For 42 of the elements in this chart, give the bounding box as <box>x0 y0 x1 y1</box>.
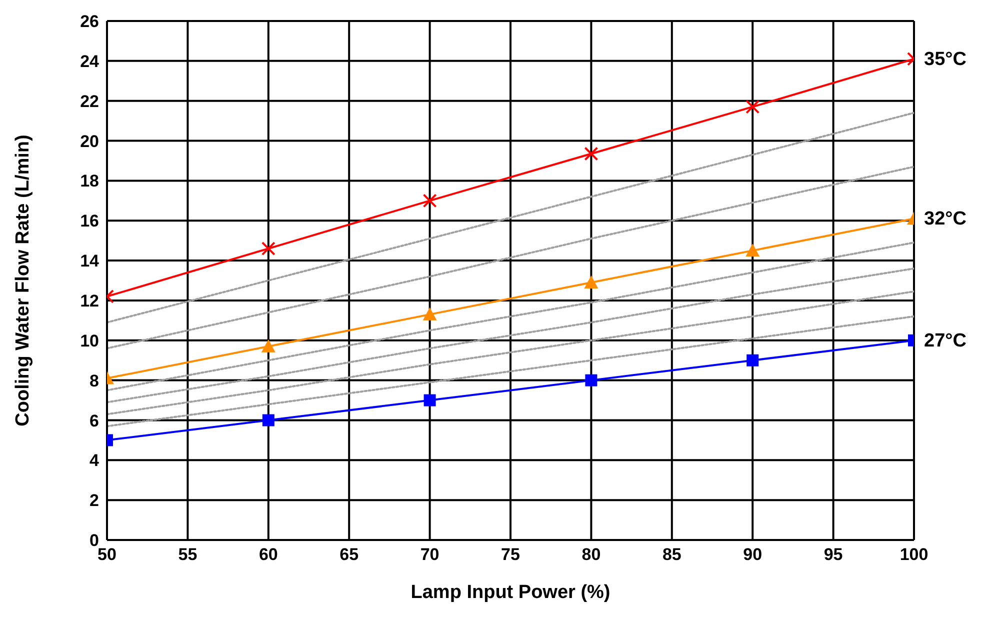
x-tick-label: 65 <box>340 545 359 564</box>
x-tick-label: 60 <box>258 545 278 564</box>
point <box>585 374 598 386</box>
y-tick-label: 14 <box>80 252 100 271</box>
line-series <box>107 315 914 428</box>
x-tick-label: 55 <box>178 545 198 564</box>
x-tick-label: 90 <box>743 545 762 564</box>
point <box>424 394 436 406</box>
y-tick-label: 10 <box>80 331 99 350</box>
x-tick-label: 75 <box>501 545 520 564</box>
x-tick-label: 80 <box>582 545 601 564</box>
y-tick-label: 22 <box>80 92 99 111</box>
x-tick-label: 50 <box>98 545 116 564</box>
line-series <box>107 268 914 404</box>
y-tick-label: 20 <box>80 132 99 151</box>
point <box>584 146 598 161</box>
series-label: 35°C <box>924 48 967 70</box>
x-tick-label: 95 <box>824 545 843 564</box>
y-tick-label: 26 <box>80 12 99 32</box>
y-tick-label: 0 <box>90 531 99 550</box>
y-tick-label: 6 <box>90 411 99 430</box>
y-tick-label: 12 <box>80 291 99 310</box>
y-tick-label: 2 <box>90 491 99 510</box>
line-series <box>107 112 914 324</box>
x-tick-label: 70 <box>420 545 440 564</box>
y-tick-label: 24 <box>80 52 100 71</box>
y-axis-title: Cooling Water Flow Rate (L/min) <box>12 134 34 426</box>
series-label: 32°C <box>924 208 967 230</box>
x-tick-label: 100 <box>900 545 928 564</box>
series-label: 27°C <box>924 330 967 352</box>
line-series <box>107 166 914 350</box>
y-tick-label: 16 <box>80 212 99 231</box>
point <box>422 194 437 208</box>
x-axis-title: Lamp Input Power (%) <box>410 582 610 603</box>
line-series <box>107 242 914 392</box>
y-tick-label: 18 <box>80 172 99 191</box>
point <box>422 307 437 320</box>
x-tick-label: 85 <box>662 545 682 564</box>
y-tick-label: 8 <box>90 371 99 390</box>
y-tick-label: 4 <box>90 451 100 470</box>
line-series <box>107 290 914 416</box>
point <box>584 275 598 288</box>
